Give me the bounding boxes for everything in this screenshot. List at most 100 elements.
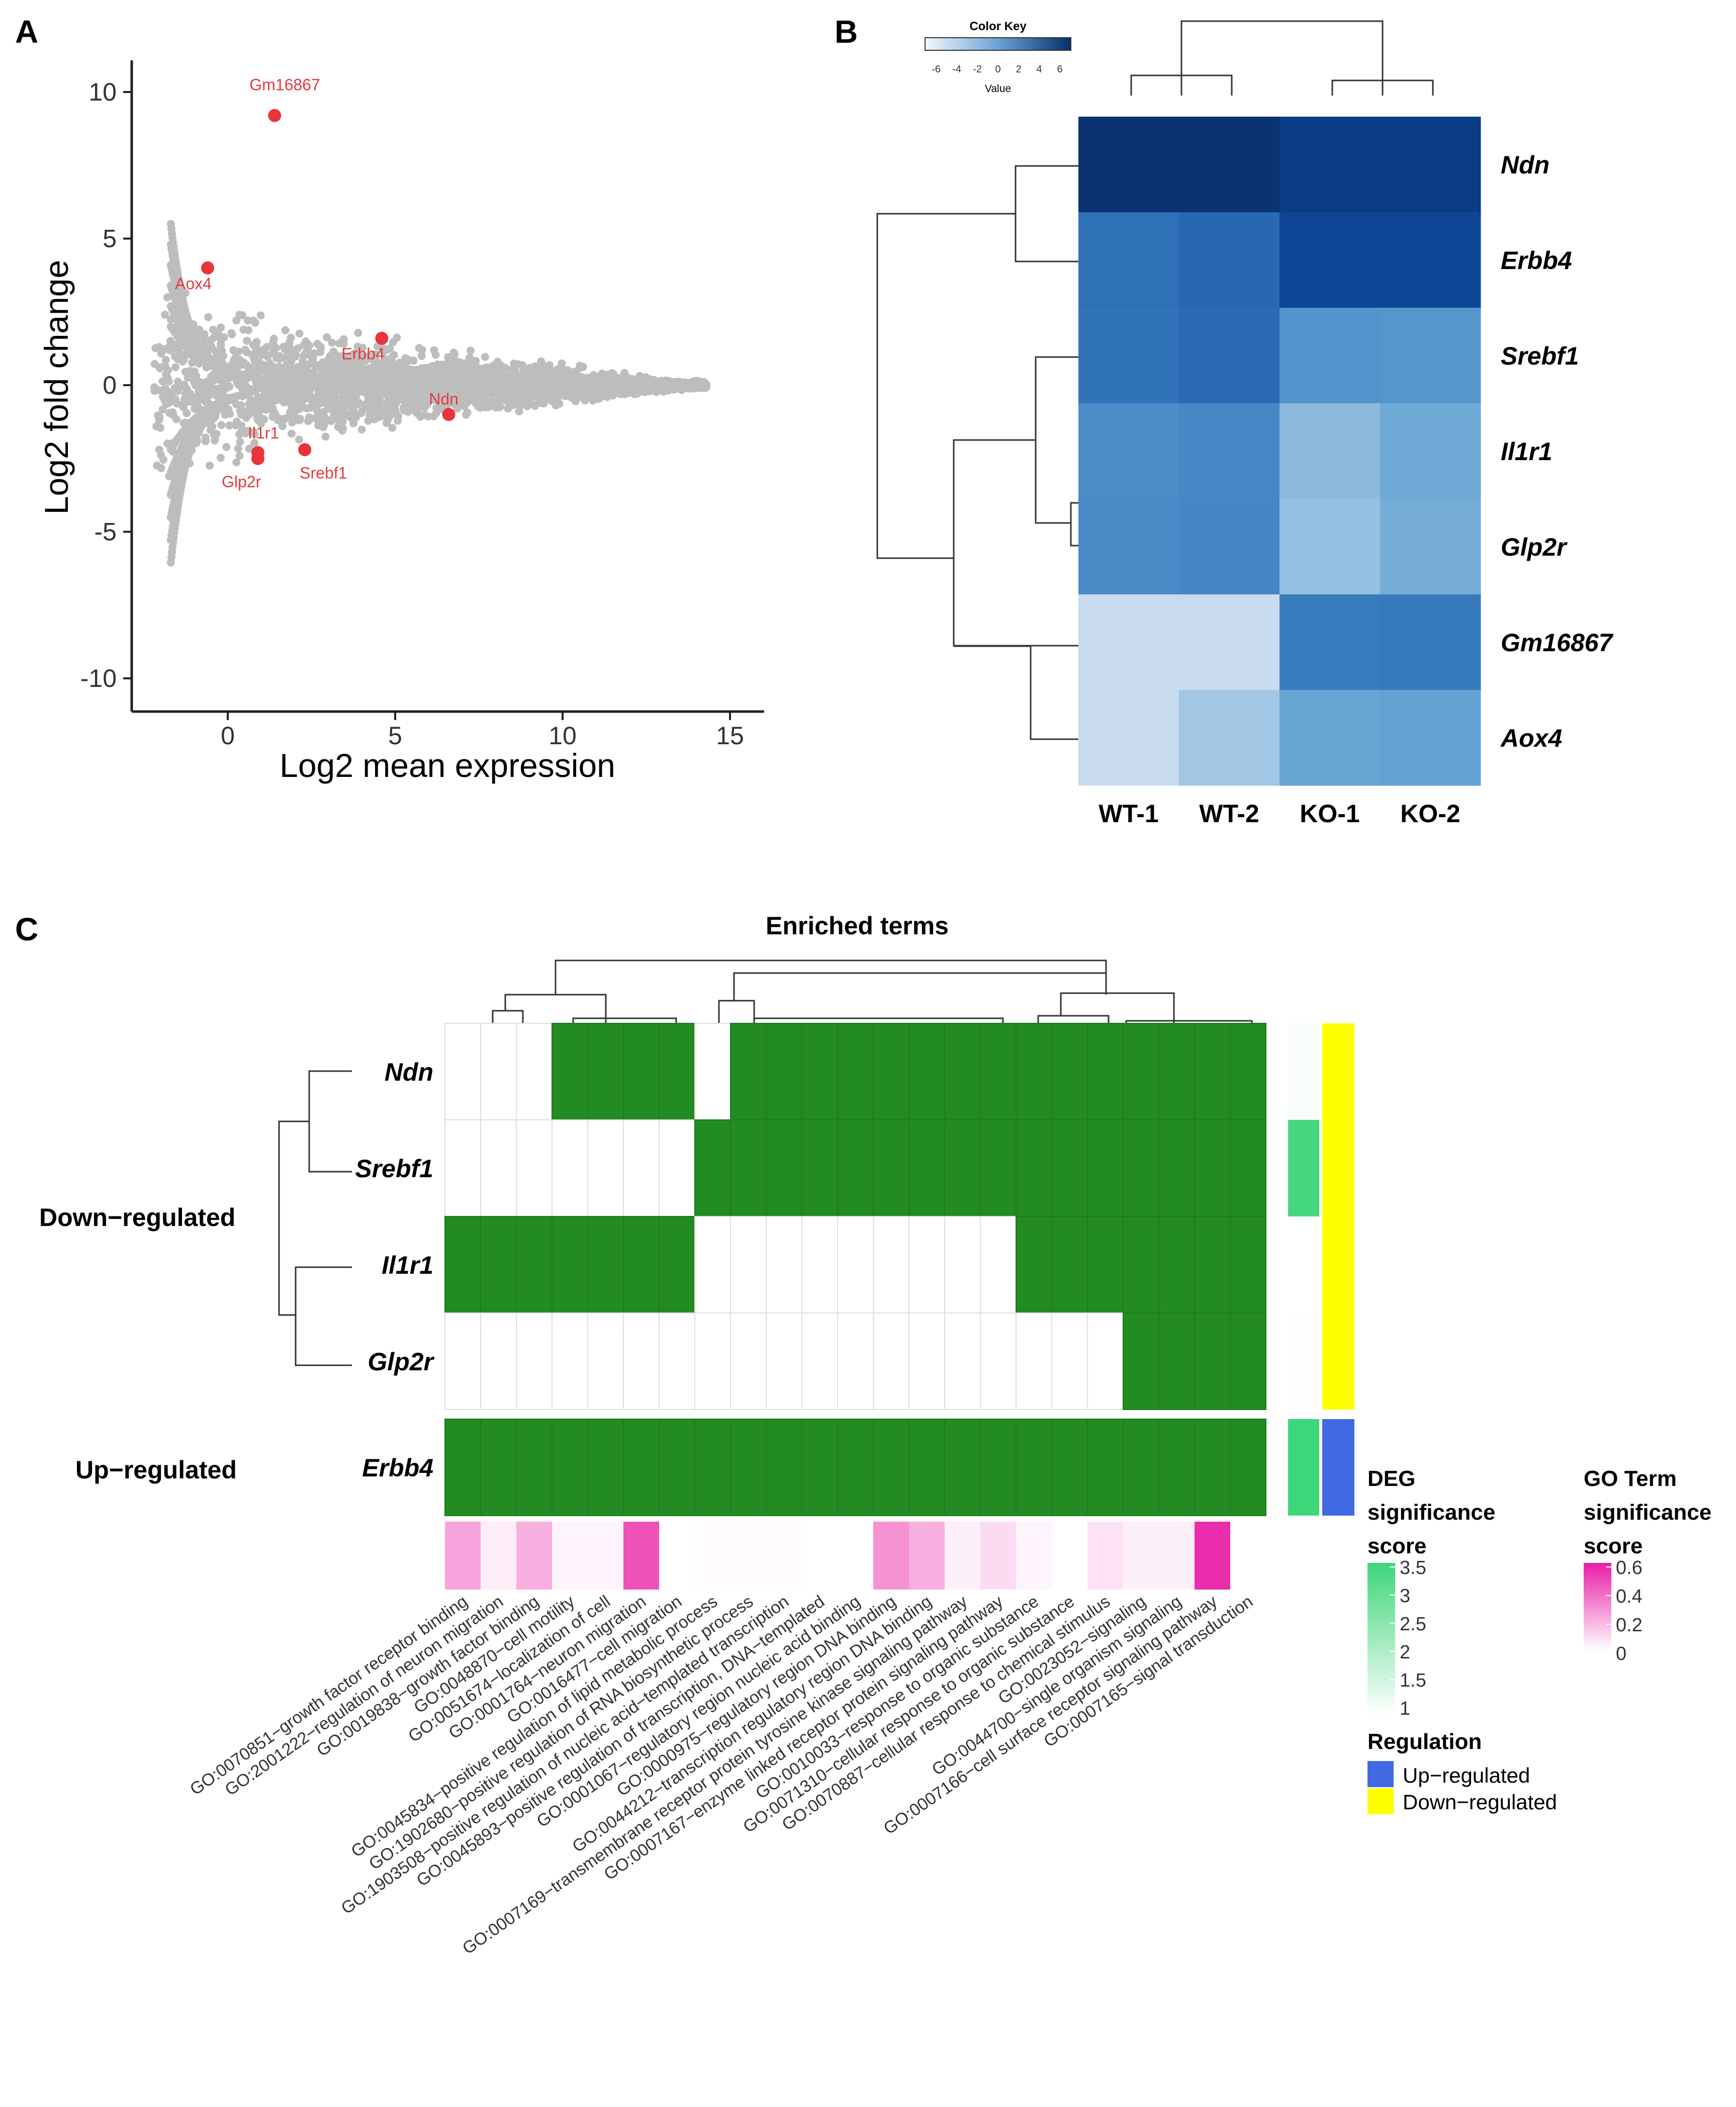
matrix-cell-srebf1-3	[552, 1119, 588, 1217]
matrix-cell-glp2r-16	[1016, 1312, 1052, 1410]
color-key-tick: -2	[973, 64, 982, 75]
go-score-cell-4	[588, 1522, 623, 1590]
go-score-cell-3	[552, 1522, 588, 1590]
matrix-cell-il1r1-6	[659, 1216, 695, 1313]
matrix-cell-srebf1-0	[444, 1119, 481, 1217]
go-score-cell-22	[1230, 1522, 1266, 1590]
matrix-cell-il1r1-4	[587, 1216, 624, 1313]
matrix-cell-il1r1-19	[1123, 1216, 1159, 1313]
matrix-cell-erbb4-11	[837, 1419, 874, 1516]
color-key-ticks: -6 -4 -2 0 2 4 6	[932, 64, 1062, 75]
go-legend-title-3: score	[1584, 1534, 1642, 1558]
ma-gene-label-il1r1: Il1r1	[248, 424, 279, 442]
matrix-cell-glp2r-12	[873, 1312, 909, 1410]
matrix-cell-ndn-15	[980, 1023, 1017, 1120]
heatmap-column-label-wt-1: WT-1	[1099, 800, 1158, 828]
deg-tick-label: 2.5	[1400, 1614, 1426, 1635]
heatmap-cell-ndn-ko-1	[1280, 117, 1381, 213]
heatmap-row-label-srebf1: Srebf1	[1501, 342, 1579, 370]
matrix-cell-ndn-6	[659, 1023, 695, 1120]
matrix-cell-glp2r-6	[659, 1312, 695, 1410]
go-score-cell-15	[980, 1522, 1016, 1590]
matrix-cell-srebf1-22	[1230, 1119, 1266, 1217]
matrix-cell-il1r1-9	[766, 1216, 802, 1313]
matrix-cell-erbb4-8	[730, 1419, 767, 1516]
matrix-cell-il1r1-15	[980, 1216, 1017, 1313]
heatmap-row-label-ndn: Ndn	[1501, 151, 1549, 179]
heatmap-cell-glp2r-ko-2	[1380, 499, 1481, 595]
matrix-cell-glp2r-18	[1087, 1312, 1124, 1410]
ma-xtick-label: 5	[388, 722, 402, 750]
matrix-cell-erbb4-18	[1087, 1419, 1124, 1516]
matrix-cell-il1r1-17	[1051, 1216, 1088, 1313]
matrix-cell-glp2r-19	[1123, 1312, 1159, 1410]
matrix-cell-srebf1-12	[873, 1119, 909, 1217]
heatmap-cells	[1078, 117, 1481, 786]
matrix-cell-glp2r-15	[980, 1312, 1017, 1410]
matrix-cell-srebf1-18	[1087, 1119, 1124, 1217]
heatmap-cell-gm16867-wt-2	[1179, 594, 1280, 690]
matrix-cell-il1r1-22	[1230, 1216, 1266, 1313]
deg-legend-gradient	[1367, 1563, 1395, 1715]
enrichment-matrix	[444, 1023, 1266, 1516]
matrix-cell-srebf1-21	[1194, 1119, 1231, 1217]
ma-ylabel: Log2 fold change	[38, 260, 75, 514]
matrix-cell-ndn-12	[873, 1023, 909, 1120]
heatmap-cell-il1r1-wt-2	[1179, 403, 1280, 499]
go-legend: GO Term significance score 0.6 0.4 0.2 0	[1584, 1466, 1711, 1664]
color-key-tick: 0	[995, 64, 1000, 75]
matrix-cell-il1r1-2	[516, 1216, 553, 1313]
color-key-title: Color Key	[969, 20, 1027, 33]
matrix-cell-ndn-1	[480, 1023, 517, 1120]
matrix-cell-ndn-19	[1123, 1023, 1159, 1120]
matrix-cell-il1r1-7	[694, 1216, 731, 1313]
matrix-cell-ndn-5	[623, 1023, 660, 1120]
regulation-label-up: Up−regulated	[1403, 1764, 1530, 1787]
ma-ticks: 0 5 10 15 10 5 0 -5 -10	[80, 78, 744, 750]
go-legend-gradient	[1584, 1563, 1611, 1651]
go-score-cell-16	[1016, 1522, 1052, 1590]
heatmap-row-label-gm16867: Gm16867	[1501, 629, 1614, 657]
matrix-cell-srebf1-4	[587, 1119, 624, 1217]
matrix-cell-ndn-14	[944, 1023, 981, 1120]
go-score-cell-19	[1123, 1522, 1159, 1590]
heatmap-cell-aox4-wt-2	[1179, 690, 1280, 786]
matrix-cell-ndn-10	[801, 1023, 838, 1120]
regulation-legend-title: Regulation	[1367, 1729, 1482, 1754]
ma-gene-point-ndn	[442, 408, 455, 421]
heatmap-row-dendrogram	[876, 165, 1078, 740]
matrix-cell-erbb4-19	[1123, 1419, 1159, 1516]
heatmap-cell-ndn-wt-2	[1179, 117, 1280, 213]
ma-gene-point-srebf1	[298, 443, 312, 457]
go-significance-row	[445, 1522, 1266, 1590]
deg-legend: DEG significance score 3.5 3 2.5 2 1.5 1	[1367, 1466, 1495, 1719]
go-score-cell-2	[516, 1522, 552, 1590]
ma-gene-label-glp2r: Glp2r	[222, 473, 261, 491]
heatmap-column-dendrogram	[1130, 20, 1434, 96]
deg-score-cell-il1r1	[1288, 1216, 1319, 1313]
matrix-cell-ndn-18	[1087, 1023, 1124, 1120]
go-score-cell-9	[766, 1522, 802, 1590]
matrix-cell-erbb4-14	[944, 1419, 981, 1516]
gene-label-erbb4: Erbb4	[362, 1454, 433, 1482]
ma-gene-point-aox4	[201, 261, 215, 275]
ma-xtick-label: 0	[221, 722, 235, 750]
matrix-cell-srebf1-1	[480, 1119, 517, 1217]
matrix-cell-erbb4-22	[1230, 1419, 1266, 1516]
matrix-cell-il1r1-0	[444, 1216, 481, 1313]
matrix-cell-glp2r-5	[623, 1312, 660, 1410]
expression-heatmap: Color Key -6 -4 -2 0 2 4 6 Value Ndn Erbb4 Srebf…	[876, 20, 1614, 828]
heatmap-cell-srebf1-ko-1	[1280, 308, 1381, 404]
matrix-cell-glp2r-0	[444, 1312, 481, 1410]
go-score-cell-20	[1159, 1522, 1195, 1590]
ma-point-cloud	[150, 220, 711, 567]
heatmap-cell-gm16867-ko-1	[1280, 594, 1381, 690]
go-tick-label: 0	[1616, 1643, 1626, 1664]
go-legend-ticks: 0.6 0.4 0.2 0	[1606, 1557, 1642, 1664]
heatmap-column-label-ko-1: KO-1	[1300, 800, 1359, 828]
ma-ytick-label: -10	[80, 664, 117, 692]
heatmap-row-label-il1r1: Il1r1	[1501, 437, 1552, 466]
matrix-cell-srebf1-14	[944, 1119, 981, 1217]
ma-ytick-label: -5	[95, 518, 117, 546]
matrix-cell-il1r1-18	[1087, 1216, 1124, 1313]
